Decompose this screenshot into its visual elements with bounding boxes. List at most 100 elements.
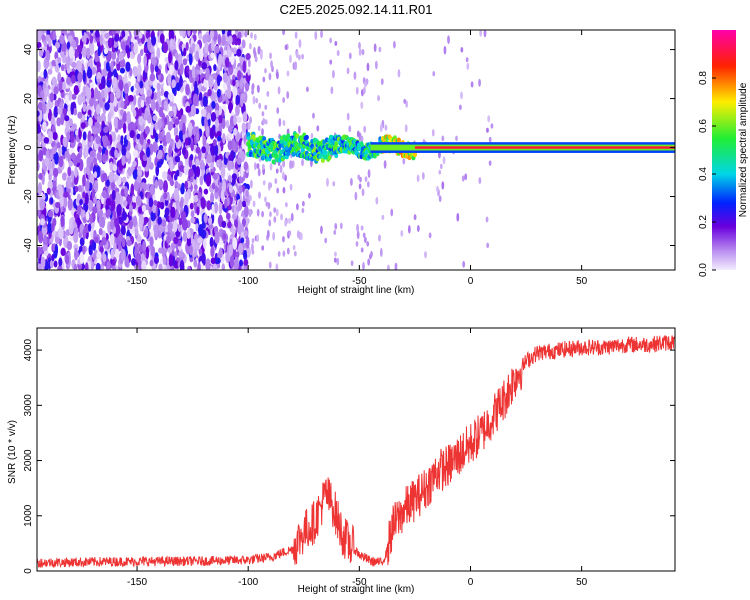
heatmap-cell [38, 231, 44, 242]
snr-x-axis: -150 -100 -50 0 50 [127, 328, 588, 588]
heatmap-cell [237, 70, 242, 81]
heatmap-cell [82, 191, 86, 199]
heatmap-cell [61, 172, 68, 181]
heatmap-cell [124, 257, 130, 268]
heatmap-cell [380, 78, 384, 85]
heatmap-cell [181, 217, 188, 231]
heatmap-cell [211, 182, 216, 190]
heatmap-cell [76, 217, 81, 227]
heatmap-cell [145, 31, 151, 40]
heatmap-cell [234, 219, 239, 228]
heatmap-cell [110, 248, 115, 260]
heatmap-cell [295, 50, 299, 59]
heatmap-cell [214, 118, 219, 129]
heatmap-cell [56, 142, 61, 149]
heatmap-cell [37, 209, 41, 217]
heatmap-cell [354, 191, 358, 201]
heatmap-cell [362, 232, 366, 238]
heatmap-cell [137, 167, 143, 178]
heatmap-cell [198, 33, 203, 40]
heatmap-cell [196, 206, 200, 216]
heatmap-cell [116, 203, 122, 217]
heatmap-cell [211, 91, 216, 104]
heatmap-cell [157, 119, 163, 129]
heatmap-cell [264, 104, 268, 110]
heatmap-cell [54, 64, 60, 73]
heatmap-cell [125, 43, 130, 54]
heatmap-cell [218, 247, 223, 259]
heatmap-cell [84, 192, 89, 206]
heatmap-cell [238, 175, 244, 184]
heatmap-cell [213, 201, 219, 214]
heatmap-cell [49, 259, 54, 269]
heatmap-cell [73, 243, 79, 251]
heatmap-cell [200, 229, 207, 239]
heatmap-cell [269, 163, 273, 171]
heatmap-cell [95, 30, 100, 38]
heatmap-cell [64, 150, 70, 158]
heatmap-cell [70, 102, 74, 115]
heatmap-cell [60, 247, 66, 257]
heatmap-cell [200, 108, 207, 117]
heatmap-cell [150, 228, 155, 239]
heatmap-cell [73, 230, 79, 244]
heatmap-cell [286, 70, 290, 77]
heatmap-cell [169, 93, 175, 102]
heatmap-cell [129, 204, 133, 212]
heatmap-cell [277, 86, 281, 95]
heatmap-cell [68, 90, 73, 101]
heatmap-cell [162, 255, 167, 266]
heatmap-cell [82, 228, 87, 240]
heatmap-cell [301, 53, 304, 60]
heatmap-cell [320, 158, 325, 164]
heatmap-cell [37, 101, 43, 111]
snr-x-label: Height of straight line (km) [298, 584, 415, 595]
heatmap-cell [205, 68, 210, 81]
heatmap-cell [181, 147, 186, 156]
heatmap-cell [228, 184, 233, 194]
heatmap-cell [358, 183, 362, 190]
heatmap-cell [284, 219, 288, 227]
heatmap-cell [77, 111, 83, 119]
heatmap-cell [142, 154, 147, 162]
heatmap-cell [117, 134, 121, 143]
heatmap-cell [232, 79, 236, 87]
heatmap-cell [54, 51, 59, 61]
heatmap-cell [170, 138, 174, 149]
heatmap-cell [63, 195, 68, 209]
snr-x-tick-label: 0 [468, 577, 474, 588]
heatmap-cell [236, 48, 242, 57]
heatmap-cell [156, 82, 161, 92]
heatmap-cell [188, 69, 193, 77]
heatmap-cell [202, 95, 208, 108]
heatmap-cell [119, 109, 124, 117]
heatmap-cell [258, 191, 261, 199]
heatmap-cell [290, 212, 294, 222]
heatmap-cell [120, 135, 124, 146]
heatmap-cell [164, 199, 169, 207]
heatmap-cell [364, 176, 368, 182]
heatmap-cell [163, 100, 168, 112]
heatmap-cell [58, 185, 64, 198]
heatmap-cell [360, 135, 364, 143]
heatmap-cell [96, 115, 102, 123]
heatmap-cell [201, 252, 206, 264]
heatmap-cell [60, 112, 65, 126]
heatmap-cell [162, 41, 169, 54]
heatmap-cell [86, 156, 92, 168]
heatmap-cell [213, 81, 218, 91]
heatmap-cell [115, 224, 121, 237]
heatmap-cell [377, 94, 380, 102]
heatmap-cell [197, 262, 201, 270]
heatmap-cell [299, 232, 303, 241]
heatmap-cell [320, 225, 323, 235]
heatmap-cell [228, 101, 233, 114]
heatmap-cell [194, 80, 198, 93]
heatmap-cell [244, 82, 250, 92]
heatmap-cell [184, 191, 190, 205]
heatmap-cell [301, 158, 304, 167]
heatmap-cell [185, 83, 190, 96]
heatmap-cell [66, 176, 72, 190]
heatmap-cell [71, 93, 77, 100]
heatmap-cell [294, 31, 298, 39]
